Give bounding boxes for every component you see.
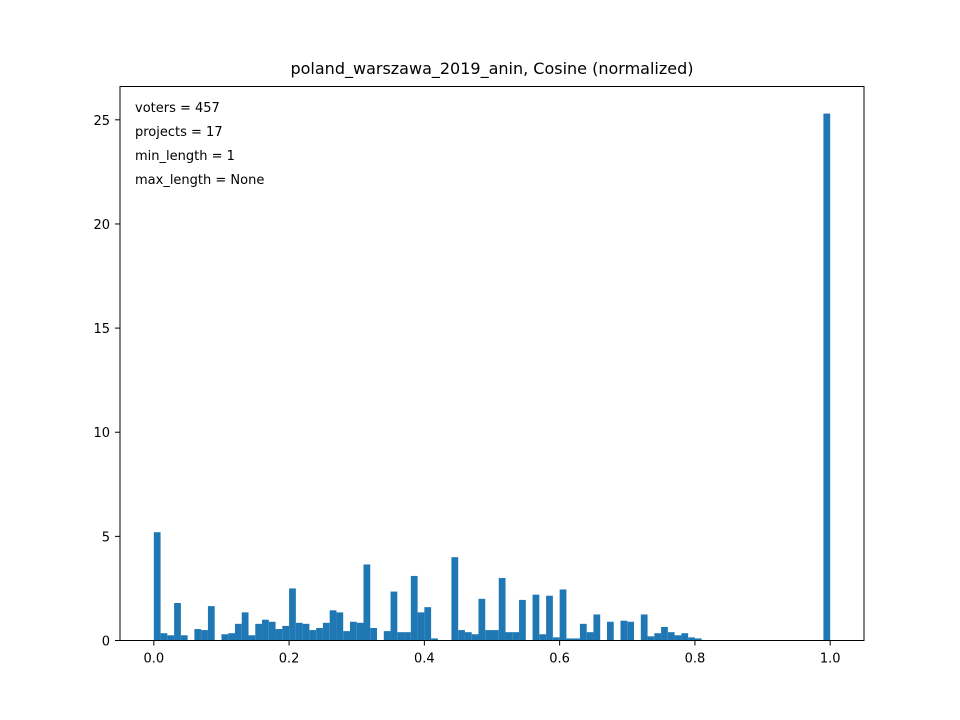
- x-tick-label: 1.0: [820, 652, 841, 667]
- annotation-max-length: max_length = None: [135, 173, 264, 188]
- histogram-bar: [255, 623, 263, 641]
- histogram-bar: [688, 637, 695, 641]
- histogram-bar: [539, 634, 547, 641]
- annotation-voters: voters = 457: [135, 101, 220, 116]
- histogram-bar: [512, 632, 520, 641]
- histogram-bar: [620, 620, 628, 641]
- histogram-bar: [478, 598, 486, 641]
- histogram-bar: [559, 589, 567, 641]
- histogram-bar: [262, 619, 269, 641]
- histogram-bar: [316, 628, 323, 641]
- stats-annotation: voters = 457 projects = 17 min_length = …: [135, 101, 264, 188]
- histogram-bar: [167, 635, 175, 641]
- histogram-bar: [295, 622, 303, 641]
- histogram-bar: [363, 564, 371, 641]
- histogram-bar: [654, 633, 662, 641]
- histogram-bar: [322, 622, 330, 641]
- annotation-projects: projects = 17: [135, 125, 223, 140]
- histogram-bar: [458, 630, 465, 641]
- histogram-bar: [681, 633, 689, 641]
- histogram-bar: [519, 599, 526, 641]
- histogram-bar: [207, 606, 215, 641]
- histogram-bar: [606, 621, 614, 641]
- y-tick-label: 20: [93, 218, 110, 233]
- histogram-bar: [431, 638, 438, 641]
- histogram-bar: [343, 631, 350, 641]
- x-tick-label: 0.4: [414, 652, 435, 667]
- histogram-bar: [404, 632, 411, 641]
- histogram-bar: [234, 623, 242, 641]
- histogram-bar: [390, 591, 398, 641]
- histogram-bar: [228, 633, 235, 641]
- x-axis: 0.0 0.2 0.4 0.6 0.8 1.0: [143, 640, 841, 667]
- histogram-bar: [201, 630, 208, 641]
- y-tick-label: 0: [102, 635, 110, 650]
- histogram-bar: [417, 612, 425, 641]
- x-tick-label: 0.6: [549, 652, 570, 667]
- histogram-bar: [160, 633, 168, 641]
- histogram-bar: [667, 632, 675, 641]
- y-tick-label: 10: [93, 426, 110, 441]
- histogram-bar: [397, 632, 405, 641]
- histogram-bar: [370, 628, 378, 641]
- histogram-bar: [424, 607, 432, 641]
- histogram-bar: [532, 594, 540, 641]
- histogram-bar: [153, 532, 161, 641]
- histogram-bar: [248, 635, 256, 641]
- histogram-bar: [471, 634, 479, 641]
- y-tick-label: 5: [102, 530, 110, 545]
- histogram-bar: [180, 635, 188, 641]
- histogram-bar: [464, 632, 472, 641]
- histogram-bar: [268, 621, 276, 641]
- histogram-bar: [309, 630, 317, 641]
- histogram-bar: [627, 621, 635, 641]
- histogram-bar: [329, 610, 337, 641]
- histogram-bar: [275, 629, 283, 641]
- histogram-bar: [410, 575, 418, 641]
- x-tick-label: 0.0: [143, 652, 164, 667]
- annotation-min-length: min_length = 1: [135, 149, 235, 164]
- histogram-bar: [485, 630, 492, 641]
- histogram-bar: [221, 634, 229, 641]
- histogram-bar: [640, 614, 648, 641]
- histogram-bar: [289, 588, 296, 641]
- histogram-bar: [194, 629, 202, 641]
- histogram-bar: [694, 638, 702, 641]
- histogram-bar: [579, 623, 587, 641]
- bars-group: [153, 113, 831, 641]
- histogram-bar: [356, 622, 364, 641]
- x-tick-label: 0.2: [279, 652, 300, 667]
- x-tick-label: 0.8: [685, 652, 706, 667]
- chart-title: poland_warszawa_2019_anin, Cosine (norma…: [290, 59, 693, 79]
- histogram-bar: [282, 625, 290, 641]
- histogram-bar: [492, 630, 499, 641]
- histogram-bar: [674, 635, 682, 641]
- histogram-bar: [241, 612, 249, 641]
- histogram-bar: [647, 636, 655, 641]
- histogram-bar: [498, 578, 506, 641]
- histogram-bar: [505, 632, 513, 641]
- y-tick-label: 25: [93, 114, 110, 129]
- histogram-bar: [586, 632, 594, 641]
- histogram-bar: [573, 638, 580, 641]
- histogram-bar: [349, 621, 357, 641]
- histogram-bar: [174, 603, 181, 641]
- y-tick-label: 15: [93, 322, 110, 337]
- histogram-bar: [302, 623, 310, 641]
- histogram-bar: [336, 612, 344, 641]
- histogram-bar: [451, 557, 459, 641]
- histogram-bar: [552, 637, 560, 641]
- y-axis: 0 5 10 15 20 25: [93, 114, 120, 650]
- histogram-bar: [546, 595, 553, 641]
- histogram-bar: [661, 626, 668, 641]
- plot-frame: [119, 86, 865, 641]
- histogram-bar: [566, 638, 574, 641]
- histogram-bar: [823, 113, 831, 641]
- histogram-bar: [593, 614, 601, 641]
- histogram-bar: [383, 631, 391, 641]
